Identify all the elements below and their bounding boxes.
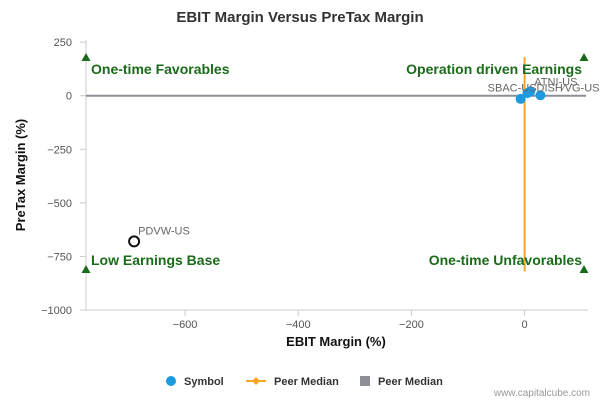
x-tick-label: −200 bbox=[399, 319, 424, 331]
quadrant-marker-top-right bbox=[579, 53, 589, 61]
point-label-cluster: SBAC-USDISH∕VG-US bbox=[488, 82, 600, 94]
x-axis-title: EBIT Margin (%) bbox=[286, 334, 386, 349]
x-tick-label: −400 bbox=[286, 319, 311, 331]
y-tick-label: 250 bbox=[54, 37, 72, 49]
data-point-atni-us[interactable] bbox=[525, 86, 536, 97]
legend-peer-median-diamond bbox=[252, 377, 260, 385]
y-tick-label: −1000 bbox=[41, 305, 72, 317]
legend-symbol-marker bbox=[166, 376, 176, 386]
quadrant-top-right-label: Operation driven Earnings bbox=[406, 61, 582, 77]
data-point-pdvw-us[interactable] bbox=[128, 235, 141, 248]
point-label-atni-us: ATNI-US bbox=[534, 76, 577, 88]
legend-item-label[interactable]: Peer Median bbox=[378, 376, 443, 388]
quadrant-marker-bottom-left bbox=[81, 265, 91, 273]
data-points bbox=[128, 86, 546, 248]
y-tick-label: −750 bbox=[47, 251, 72, 263]
quadrant-marker-bottom-right bbox=[579, 265, 589, 273]
point-label-pdvw-us: PDVW-US bbox=[138, 225, 190, 237]
quadrant-marker-top-left bbox=[81, 53, 91, 61]
y-tick-label: −500 bbox=[47, 198, 72, 210]
legend: Symbol Peer Median Peer Median bbox=[166, 376, 443, 388]
quadrant-top-left-label: One-time Favorables bbox=[91, 61, 230, 77]
credit-text: www.capitalcube.com bbox=[493, 388, 590, 399]
y-tick-label: 0 bbox=[66, 91, 72, 103]
data-point-vg-us[interactable] bbox=[535, 90, 546, 101]
x-tick-labels: −600 −400 −200 0 bbox=[173, 310, 528, 331]
y-tick-labels: 250 0 −250 −500 −750 −1000 bbox=[41, 37, 86, 317]
plot-area: 250 0 −250 −500 −750 −1000 −600 −400 −200 0 One-… bbox=[41, 37, 599, 331]
legend-peer-median-square bbox=[360, 376, 370, 386]
chart-title: EBIT Margin Versus PreTax Margin bbox=[176, 9, 423, 26]
data-point-sbac-us[interactable] bbox=[515, 93, 526, 104]
x-tick-label: −600 bbox=[173, 319, 198, 331]
y-tick-label: −250 bbox=[47, 144, 72, 156]
quadrant-bottom-left-label: Low Earnings Base bbox=[91, 252, 220, 268]
quadrant-markers bbox=[81, 53, 589, 273]
quadrant-bottom-right-label: One-time Unfavorables bbox=[429, 252, 582, 268]
legend-item-label[interactable]: Symbol bbox=[184, 376, 224, 388]
y-axis-title: PreTax Margin (%) bbox=[13, 119, 28, 231]
legend-item-label[interactable]: Peer Median bbox=[274, 376, 339, 388]
x-tick-label: 0 bbox=[522, 319, 528, 331]
